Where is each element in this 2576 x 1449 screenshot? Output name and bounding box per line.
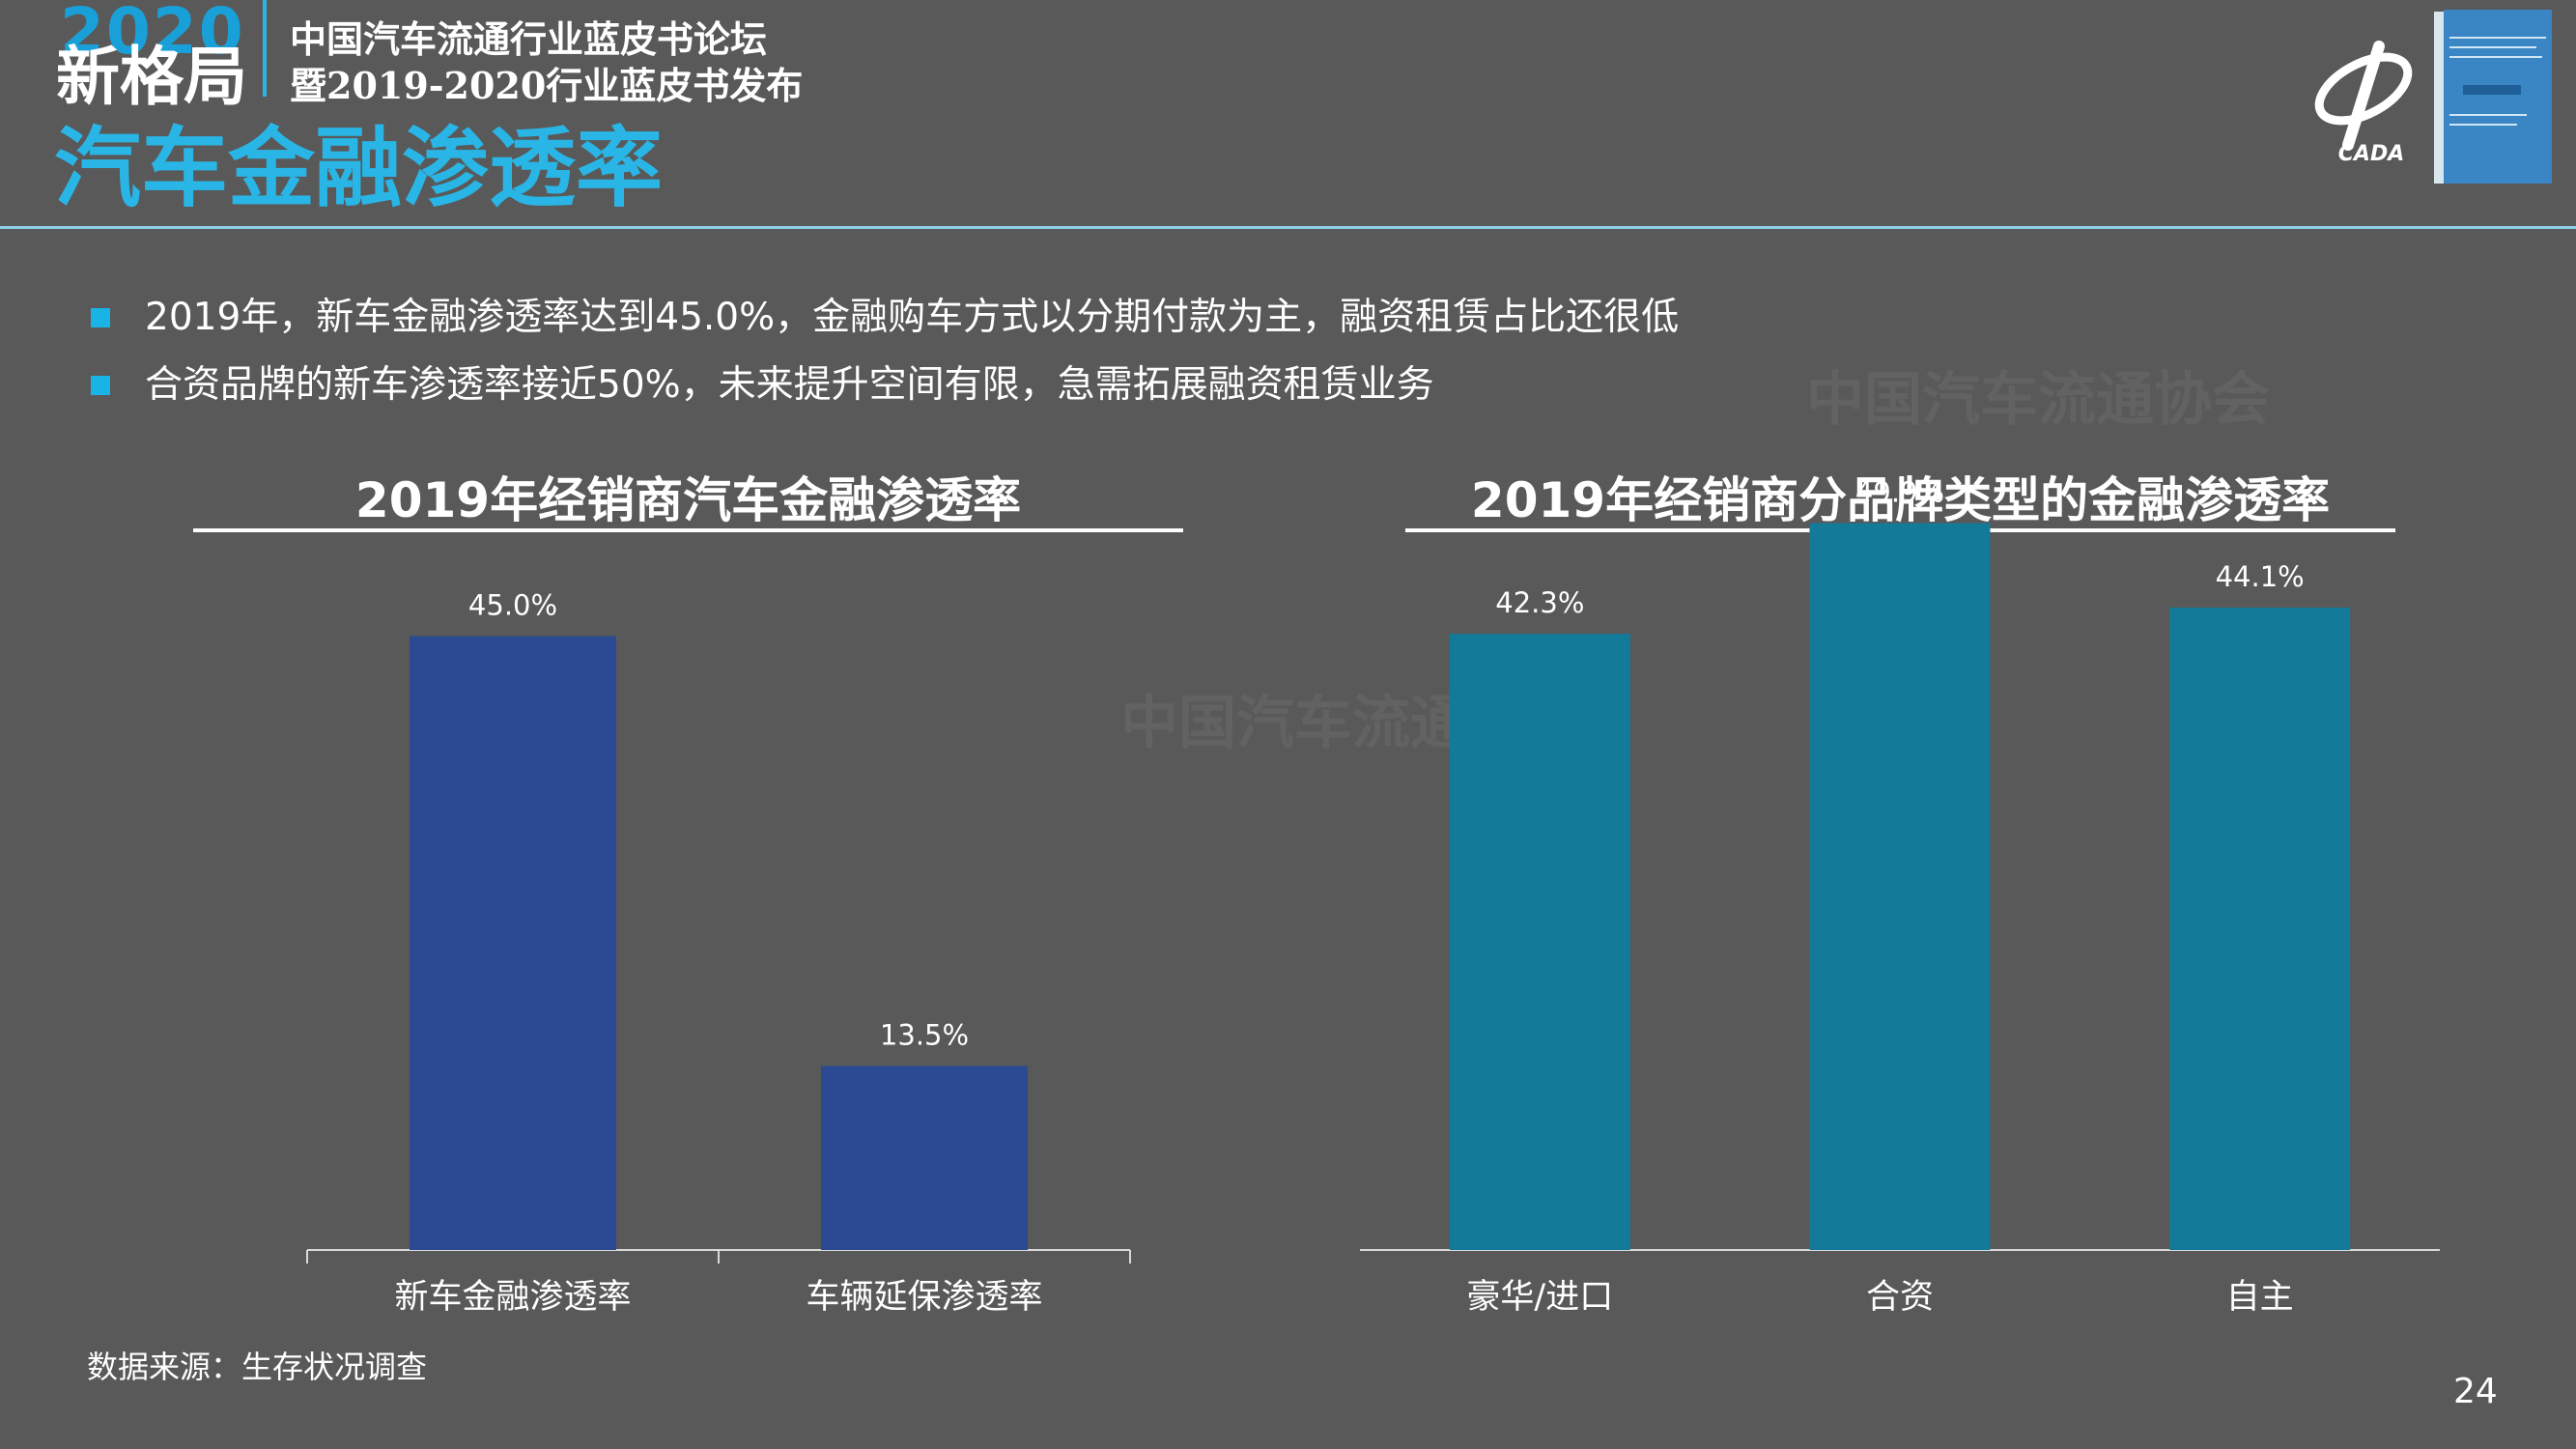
- brand-name: 新格局: [56, 40, 247, 114]
- bluebook-cover-icon: [2434, 10, 2552, 184]
- forum-title-line1: 中国汽车流通行业蓝皮书论坛: [290, 17, 768, 61]
- right-bar: [1809, 523, 1991, 1250]
- chart-title-left: 2019年经销商汽车金融渗透率: [354, 472, 1022, 528]
- right-category-label: 豪华/进口: [1466, 1278, 1613, 1317]
- header-divider: [263, 0, 267, 97]
- title-divider: [0, 226, 2576, 229]
- right-data-label: 44.1%: [2216, 560, 2305, 593]
- right-bar: [1449, 634, 1630, 1250]
- left-category-label: 车辆延保渗透率: [806, 1278, 1042, 1317]
- left-category-label: 新车金融渗透率: [394, 1278, 631, 1317]
- bullet-text: 2019年，新车金融渗透率达到45.0%，金融购车方式以分期付款为主，融资租赁占…: [145, 296, 1680, 339]
- right-data-label: 49.9%: [1855, 476, 1944, 509]
- data-source: 数据来源：生存状况调查: [87, 1349, 428, 1385]
- brand-year: 2020: [60, 0, 245, 69]
- right-category-label: 合资: [1866, 1278, 1934, 1317]
- right-data-label: 42.3%: [1495, 586, 1584, 619]
- chart-title-right: 2019年经销商分品牌类型的金融渗透率: [1470, 472, 2331, 528]
- left-data-label: 45.0%: [468, 589, 557, 622]
- bullet-text: 合资品牌的新车渗透率接近50%，未来提升空间有限，急需拓展融资租赁业务: [145, 363, 1434, 407]
- bullet-item: 2019年，新车金融渗透率达到45.0%，金融购车方式以分期付款为主，融资租赁占…: [91, 296, 1926, 341]
- bullet-item: 合资品牌的新车渗透率接近50%，未来提升空间有限，急需拓展融资租赁业务: [91, 363, 1926, 409]
- watermark-text: 中国汽车流通协会: [1806, 366, 2270, 434]
- logo-text: CADA: [2338, 142, 2404, 164]
- chart-title-underline: [193, 528, 1183, 532]
- cada-logo-icon: CADA: [2314, 41, 2413, 164]
- left-bar: [410, 636, 616, 1250]
- left-data-label: 13.5%: [880, 1018, 969, 1051]
- bullet-square-icon: [91, 308, 110, 328]
- left-bar: [821, 1065, 1028, 1250]
- right-category-label: 自主: [2226, 1278, 2294, 1317]
- page-number: 24: [2453, 1372, 2498, 1411]
- right-bar: [2169, 607, 2351, 1250]
- bullet-square-icon: [91, 376, 110, 396]
- page-title: 汽车金融渗透率: [54, 118, 663, 219]
- forum-title-line2: 暨2019-2020行业蓝皮书发布: [290, 64, 804, 107]
